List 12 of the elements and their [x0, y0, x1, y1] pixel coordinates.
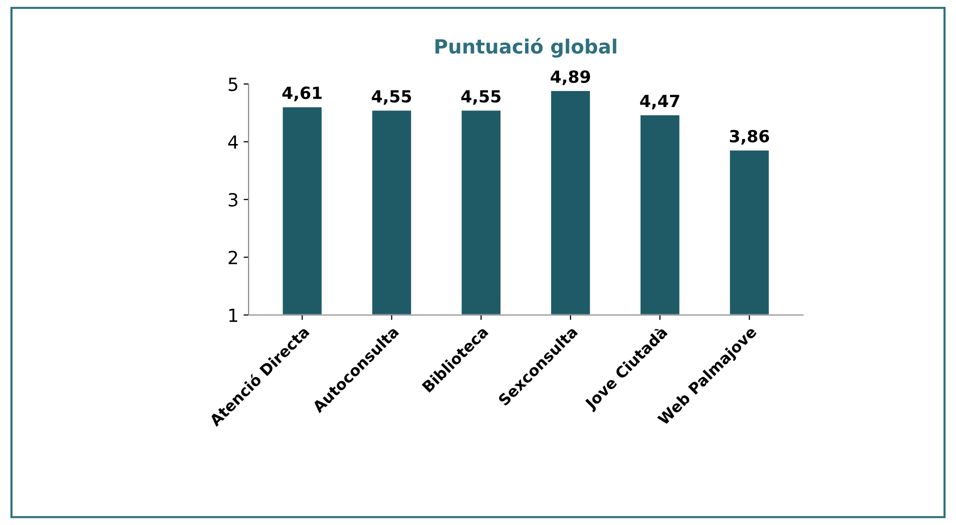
y-tick-label: 3 — [228, 192, 238, 207]
y-tick-label: 2 — [228, 250, 238, 264]
chart-title: Puntuació global — [436, 38, 616, 58]
y-tick-label: 5 — [228, 78, 238, 92]
data-label: 4,47 — [640, 94, 680, 110]
data-label: 4,61 — [282, 86, 322, 102]
data-label: 4,89 — [550, 70, 590, 86]
data-label: 4,55 — [372, 90, 412, 105]
y-tick-label: 4 — [228, 135, 238, 149]
y-tick-label: 1 — [229, 308, 238, 322]
data-label: 4,55 — [461, 90, 500, 105]
data-label: 3,86 — [730, 130, 770, 145]
